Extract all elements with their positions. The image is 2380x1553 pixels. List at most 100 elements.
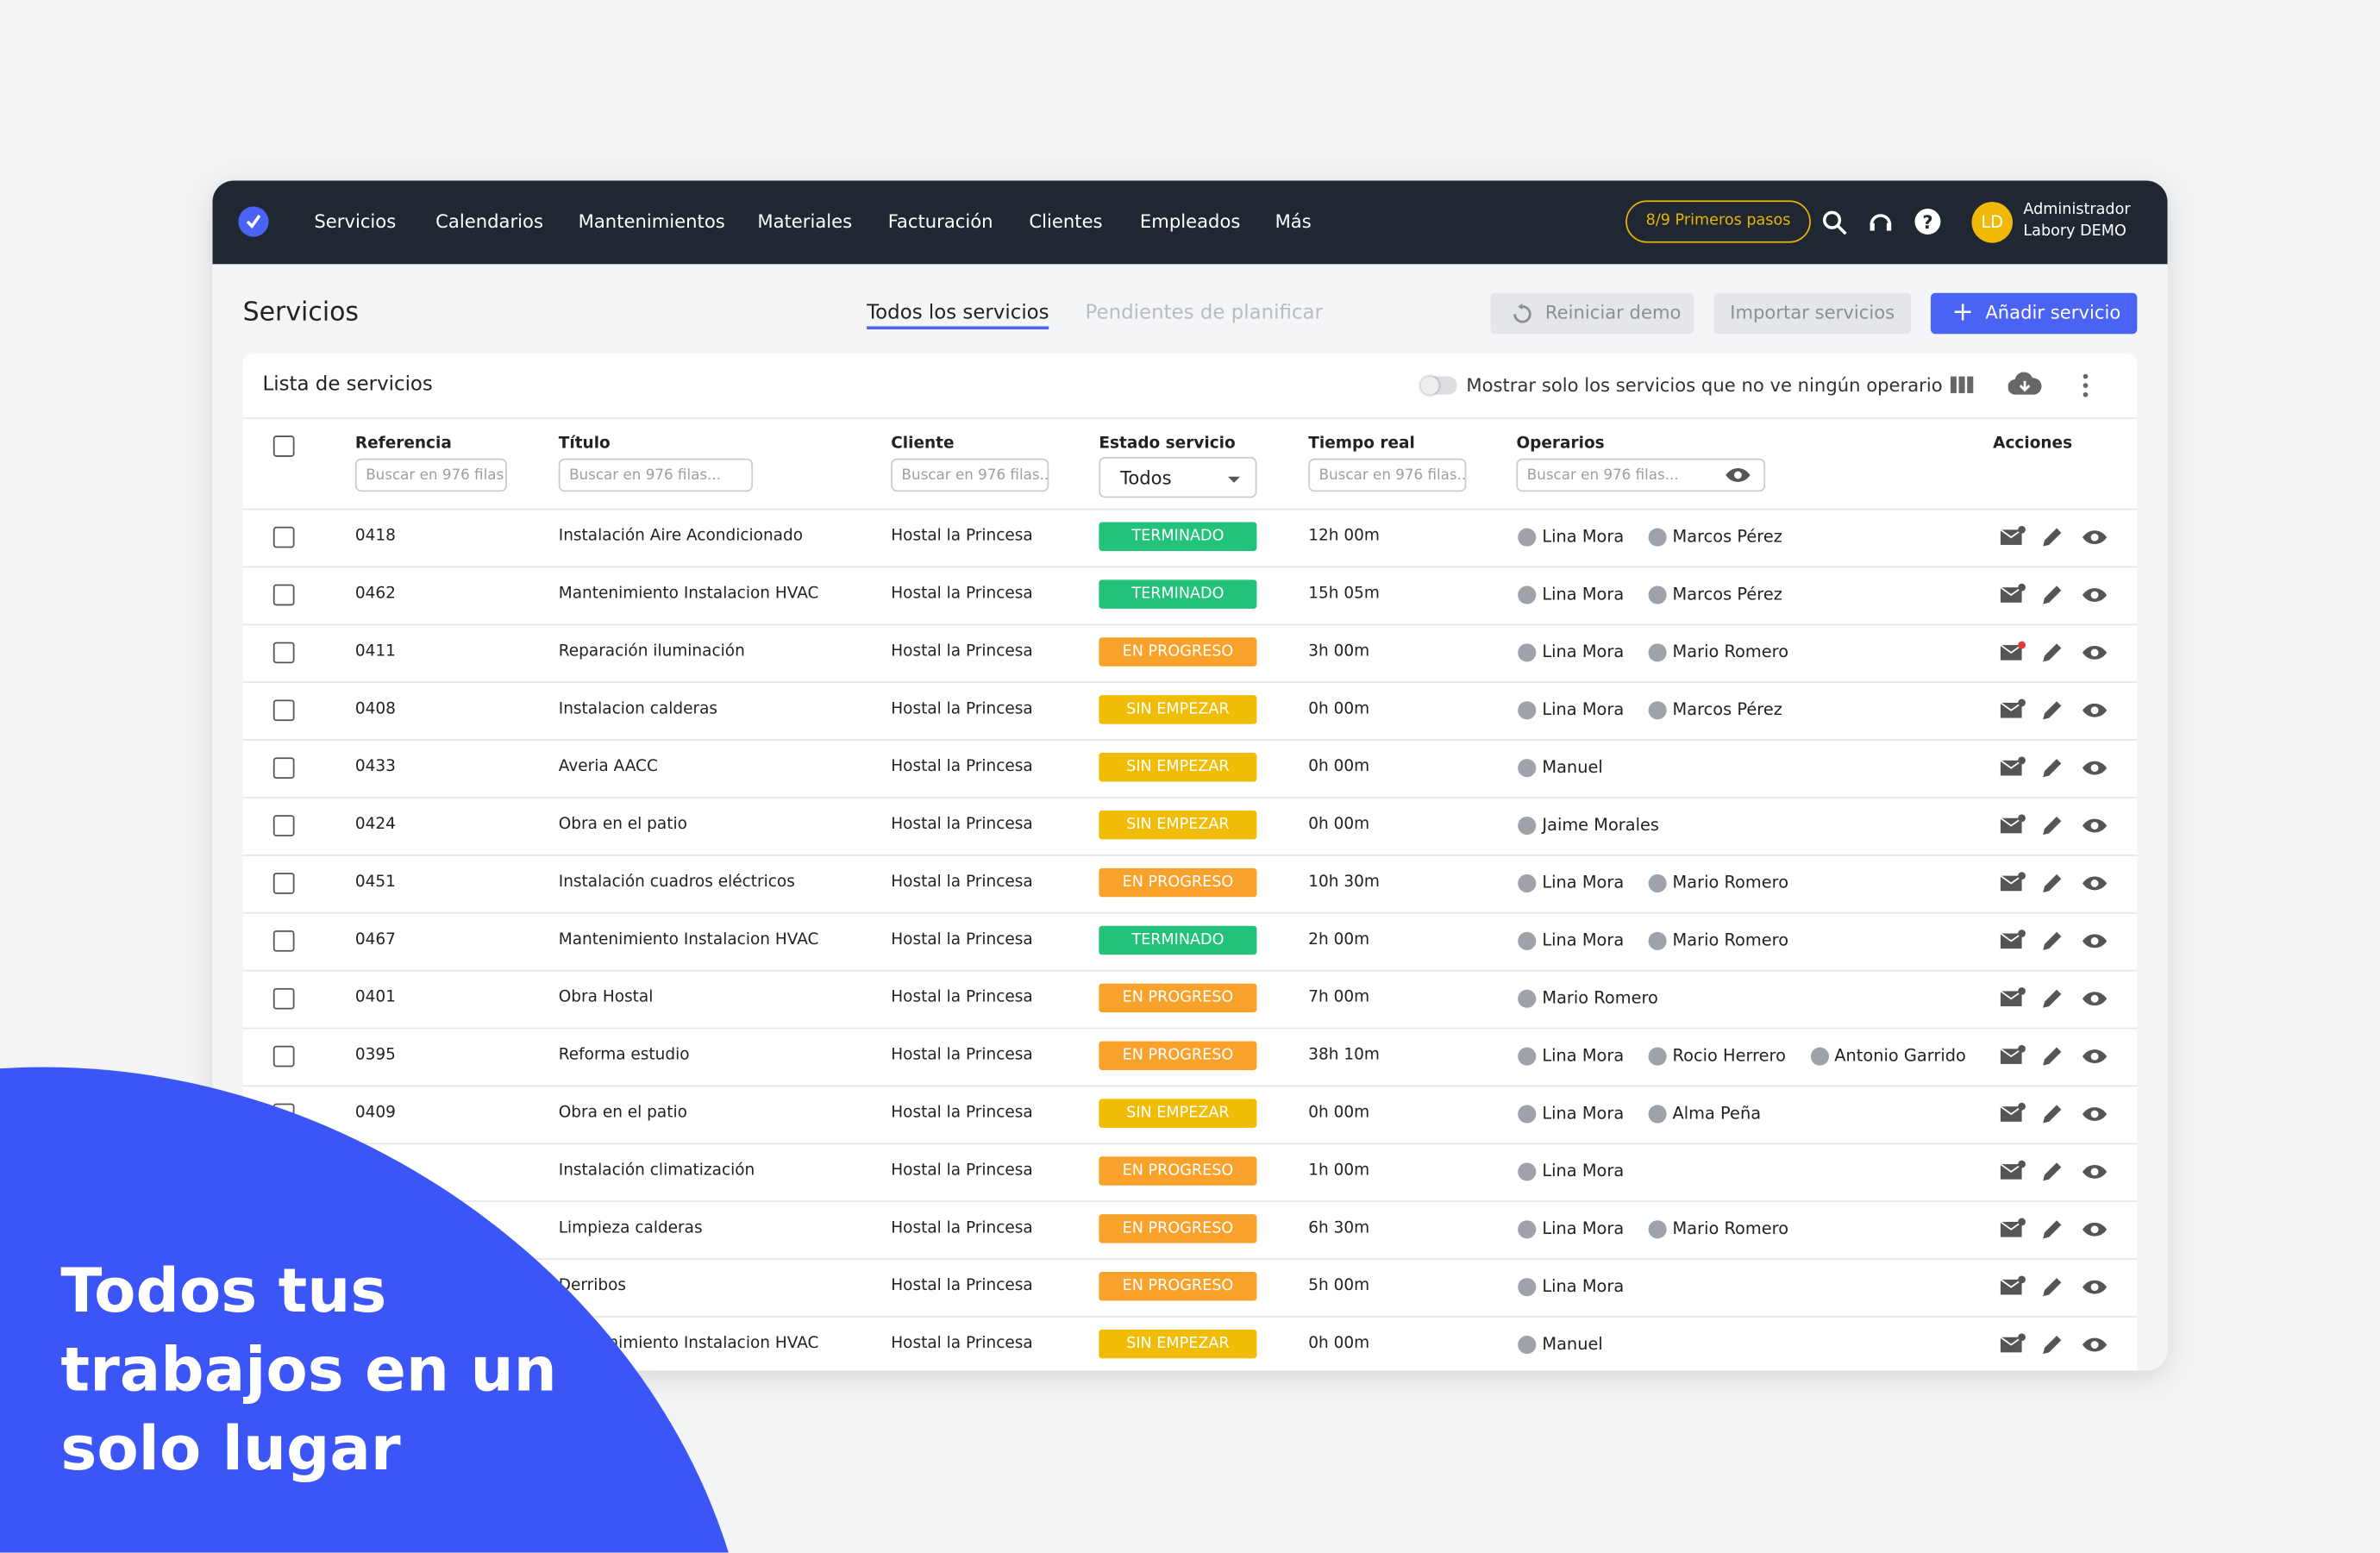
view-icon[interactable] [2081, 1102, 2108, 1126]
edit-icon[interactable] [2040, 1160, 2068, 1184]
search-icon[interactable] [1821, 210, 1849, 237]
view-icon[interactable] [2081, 1332, 2108, 1356]
row-checkbox[interactable] [272, 930, 295, 952]
columns-icon[interactable] [1950, 375, 1975, 395]
import-button[interactable]: Importar servicios [1713, 292, 1912, 335]
row-checkbox[interactable] [272, 987, 295, 1010]
info-icon [1518, 643, 1537, 662]
row-divider [242, 797, 2138, 798]
edit-icon[interactable] [2040, 1218, 2068, 1242]
avatar[interactable]: LD [1971, 202, 2014, 243]
mail-icon[interactable] [1999, 812, 2026, 836]
view-icon[interactable] [2081, 986, 2108, 1011]
mail-icon[interactable] [1999, 1043, 2026, 1067]
view-icon[interactable] [2081, 756, 2108, 780]
nav-item[interactable]: Empleados [1139, 210, 1241, 233]
mail-icon[interactable] [1999, 1331, 2026, 1356]
row-checkbox[interactable] [272, 815, 295, 836]
operator: Lina Mora [1542, 526, 1625, 547]
view-icon[interactable] [2081, 1275, 2108, 1299]
search-input[interactable]: Buscar en 976 filas... [558, 458, 754, 492]
mail-icon[interactable] [1999, 1216, 2026, 1240]
mail-icon[interactable] [1999, 755, 2026, 779]
operator: Lina Mora [1542, 642, 1625, 662]
view-icon[interactable] [2081, 1160, 2108, 1184]
support-icon[interactable] [1867, 208, 1895, 235]
info-icon [1518, 1105, 1537, 1124]
tab-active[interactable]: Todos los servicios [867, 302, 1049, 329]
tab[interactable]: Pendientes de planificar [1085, 302, 1323, 325]
view-icon[interactable] [2081, 583, 2108, 607]
toggle-label: Mostrar solo los servicios que no ve nin… [1466, 374, 1943, 397]
edit-icon[interactable] [2040, 583, 2068, 607]
toggle[interactable] [1420, 376, 1457, 395]
mail-icon[interactable] [1999, 1100, 2026, 1124]
mail-icon[interactable] [1999, 581, 2026, 605]
mail-icon[interactable] [1999, 697, 2026, 721]
download-icon[interactable] [2007, 372, 2042, 396]
edit-icon[interactable] [2040, 525, 2068, 549]
client: Hostal la Princesa [891, 757, 1033, 776]
dropdown-arrow [1228, 476, 1241, 483]
more-icon[interactable] [2081, 373, 2090, 398]
row-checkbox[interactable] [272, 584, 295, 606]
help-icon[interactable]: ? [1914, 208, 1942, 235]
row-checkbox[interactable] [272, 526, 295, 548]
edit-icon[interactable] [2040, 698, 2068, 723]
row-checkbox[interactable] [272, 642, 295, 664]
nav-item[interactable]: Facturación [887, 210, 993, 233]
nav-item[interactable]: Clientes [1029, 210, 1103, 233]
status-filter[interactable]: Todos [1099, 456, 1257, 498]
edit-icon[interactable] [2040, 1102, 2068, 1126]
nav-item[interactable]: Mantenimientos [578, 210, 725, 233]
add-service-button[interactable]: + Añadir servicio [1930, 292, 2138, 335]
nav-item[interactable]: Servicios [314, 210, 397, 233]
mail-icon[interactable] [1999, 985, 2026, 1009]
row-divider [242, 1143, 2138, 1145]
row-checkbox[interactable] [272, 757, 295, 779]
nav-item[interactable]: Más [1275, 210, 1312, 233]
status-badge: SIN EMPEZAR [1099, 695, 1257, 724]
view-icon[interactable] [2081, 1218, 2108, 1242]
search-input[interactable]: Buscar en 976 filas... [354, 458, 507, 492]
operator: Mario Romero [1672, 873, 1789, 892]
operator: Lina Mora [1542, 930, 1625, 950]
view-icon[interactable] [2081, 641, 2108, 665]
row-checkbox[interactable] [272, 699, 295, 722]
edit-icon[interactable] [2040, 1044, 2068, 1068]
column-header: Referencia [354, 434, 452, 453]
mail-icon[interactable] [1999, 870, 2026, 894]
edit-icon[interactable] [2040, 813, 2068, 837]
operator: Lina Mora [1542, 873, 1625, 892]
mail-icon[interactable] [1999, 523, 2026, 548]
edit-icon[interactable] [2040, 871, 2068, 895]
reset-demo-button[interactable]: Reiniciar demo [1490, 292, 1694, 335]
row-checkbox[interactable] [272, 1045, 295, 1068]
onboarding-pill[interactable]: 8/9 Primeros pasos [1625, 200, 1811, 243]
view-icon[interactable] [2081, 871, 2108, 895]
mail-icon[interactable] [1999, 1158, 2026, 1182]
mail-icon[interactable] [1999, 1274, 2026, 1298]
row-checkbox[interactable] [272, 873, 295, 894]
nav-item[interactable]: Calendarios [435, 210, 543, 233]
search-input[interactable]: Buscar en 976 filas... [891, 458, 1049, 492]
edit-icon[interactable] [2040, 929, 2068, 953]
select-all-checkbox[interactable] [272, 435, 295, 457]
nav-item[interactable]: Materiales [757, 210, 853, 233]
edit-icon[interactable] [2040, 986, 2068, 1011]
edit-icon[interactable] [2040, 1332, 2068, 1356]
view-icon[interactable] [2081, 698, 2108, 723]
search-input[interactable]: Buscar en 976 filas... [1516, 458, 1766, 492]
view-icon[interactable] [2081, 525, 2108, 549]
mail-icon[interactable] [1999, 639, 2026, 663]
edit-icon[interactable] [2040, 641, 2068, 665]
mail-icon[interactable] [1999, 927, 2026, 951]
view-icon[interactable] [2081, 929, 2108, 953]
view-icon[interactable] [2081, 1044, 2108, 1068]
edit-icon[interactable] [2040, 756, 2068, 780]
logo[interactable] [238, 206, 269, 237]
edit-icon[interactable] [2040, 1275, 2068, 1299]
view-icon[interactable] [2081, 813, 2108, 837]
visibility-icon[interactable] [1725, 463, 1752, 487]
search-input[interactable]: Buscar en 976 filas... [1308, 458, 1467, 492]
